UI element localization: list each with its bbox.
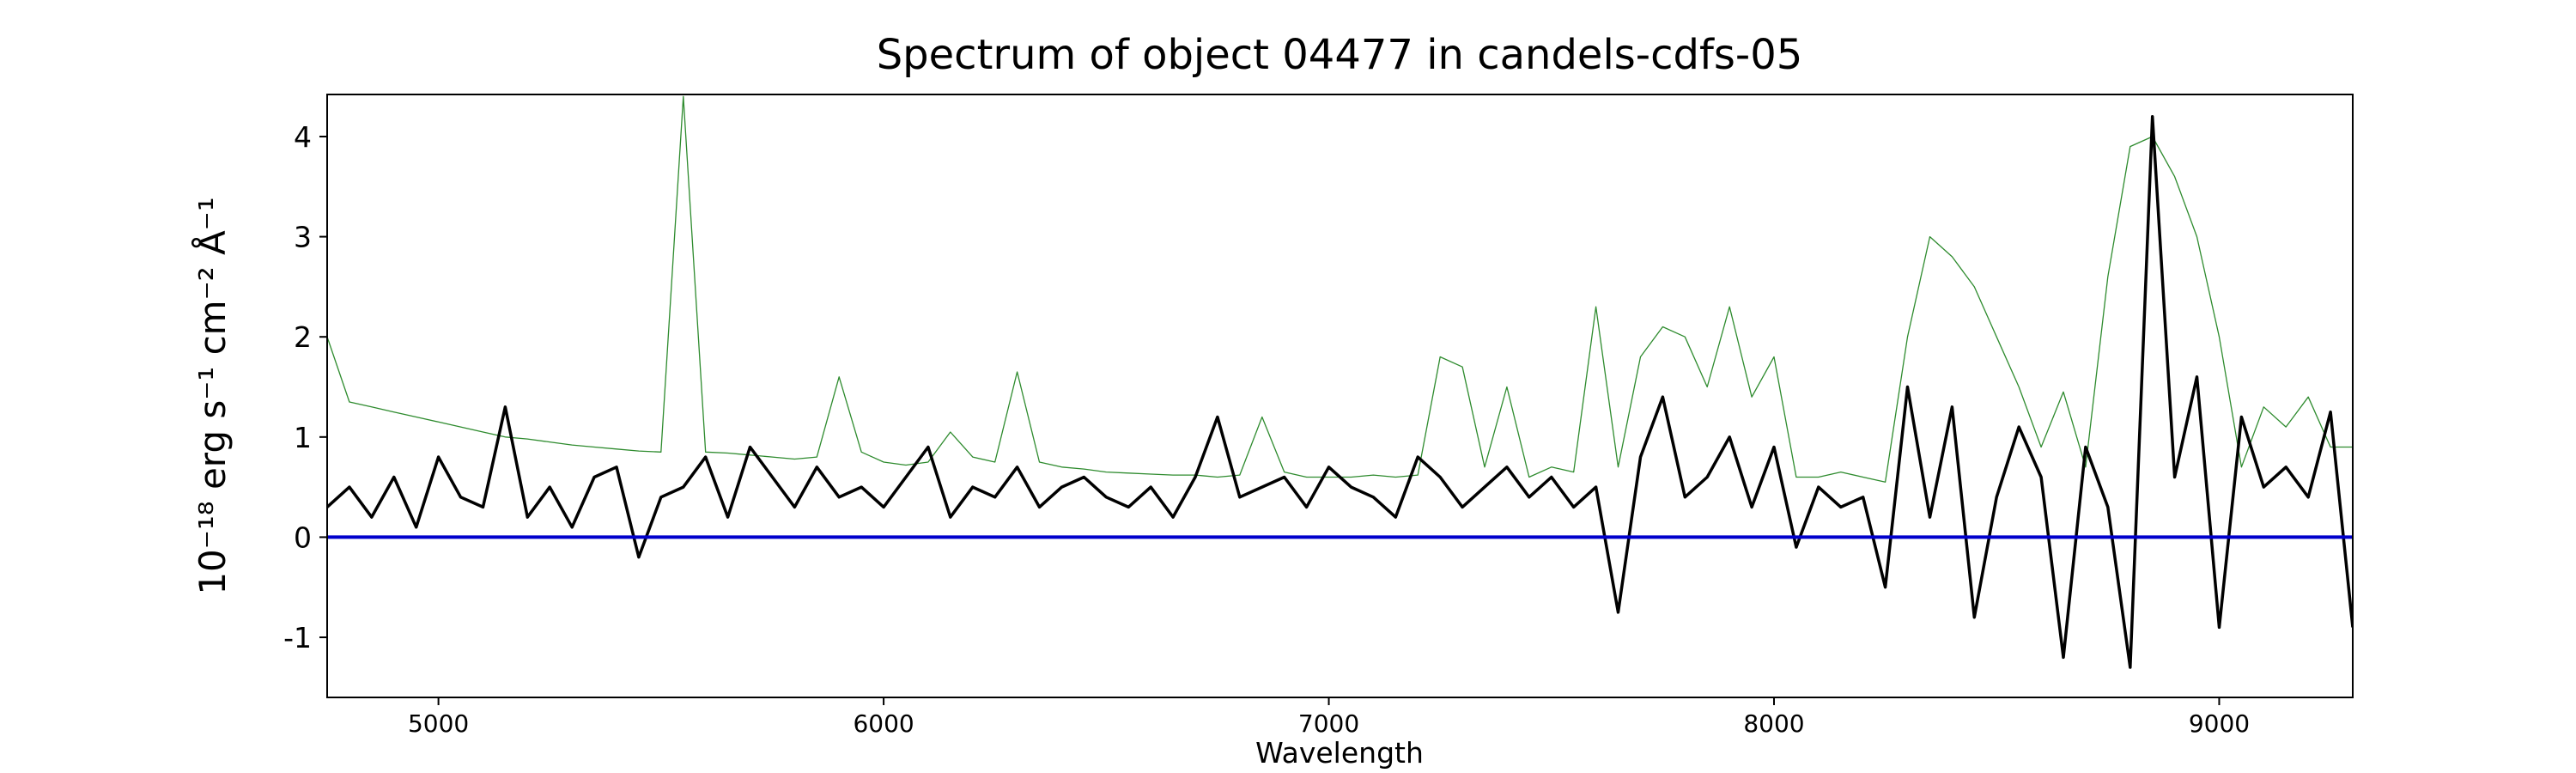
chart-title: Spectrum of object 04477 in candels-cdfs… [877, 31, 1803, 79]
y-axis-label: 10⁻¹⁸ erg s⁻¹ cm⁻² Å⁻¹ [191, 197, 234, 594]
y-tick-label: -1 [283, 621, 312, 654]
x-tick-label: 9000 [2189, 709, 2250, 738]
series-line [327, 95, 2353, 483]
plot-frame [326, 94, 2354, 698]
y-tick-label: 0 [294, 520, 312, 554]
y-tick-label: 2 [294, 320, 312, 354]
x-tick-label: 7000 [1298, 709, 1359, 738]
x-axis-label: Wavelength [1255, 736, 1424, 770]
y-tick-label: 3 [294, 221, 312, 254]
x-tick-label: 8000 [1743, 709, 1804, 738]
x-tick-label: 6000 [853, 709, 914, 738]
series-line [327, 114, 2353, 669]
y-tick-label: 4 [294, 120, 312, 154]
y-tick-label: 1 [294, 421, 312, 454]
x-tick-label: 5000 [408, 709, 469, 738]
